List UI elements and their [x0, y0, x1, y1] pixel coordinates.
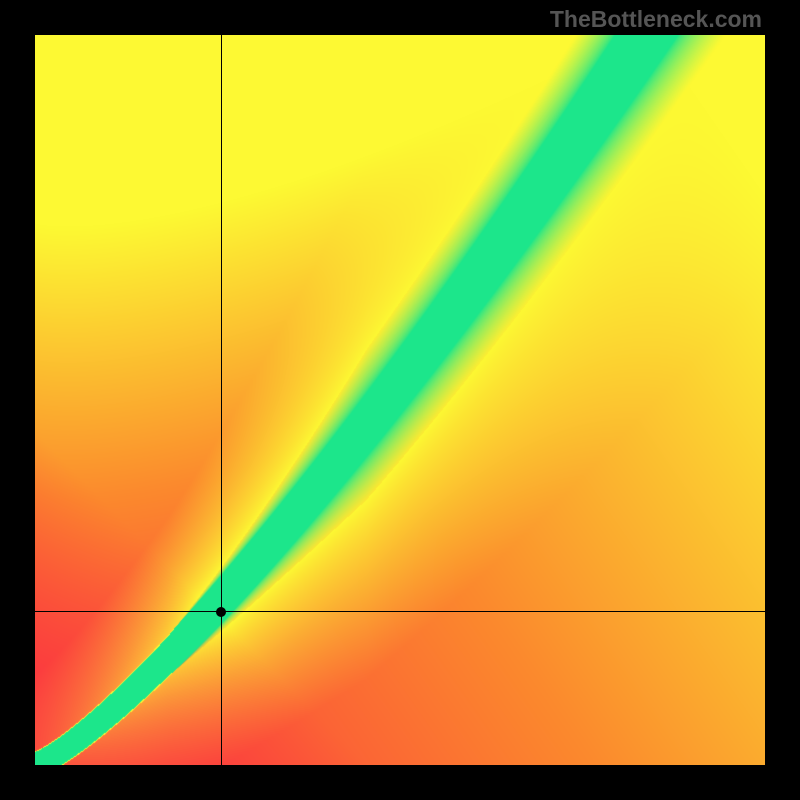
bottleneck-heatmap: [35, 35, 765, 765]
crosshair-horizontal: [35, 611, 765, 612]
crosshair-vertical: [221, 35, 222, 765]
watermark-text: TheBottleneck.com: [550, 6, 762, 33]
chart-container: TheBottleneck.com: [0, 0, 800, 800]
selection-marker: [216, 607, 226, 617]
